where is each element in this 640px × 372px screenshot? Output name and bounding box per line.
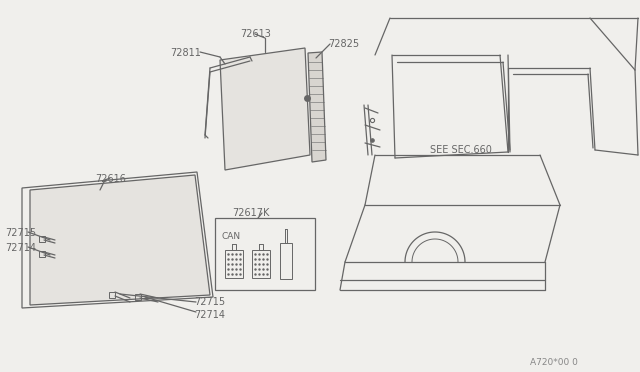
Text: 72714: 72714 — [194, 310, 225, 320]
Text: 72715: 72715 — [194, 297, 225, 307]
Bar — [252, 250, 270, 278]
Polygon shape — [220, 48, 310, 170]
Text: 72714: 72714 — [5, 243, 36, 253]
Text: 72715: 72715 — [5, 228, 36, 238]
Bar — [280, 243, 292, 279]
Text: CAN: CAN — [221, 232, 240, 241]
Polygon shape — [308, 52, 326, 162]
Bar — [225, 250, 243, 278]
Text: 72811: 72811 — [170, 48, 201, 58]
Text: 72617K: 72617K — [232, 208, 269, 218]
Text: SEE SEC.660: SEE SEC.660 — [430, 145, 492, 155]
Text: A720*00 0: A720*00 0 — [530, 358, 578, 367]
Text: 72825: 72825 — [328, 39, 359, 49]
Polygon shape — [30, 175, 210, 305]
Bar — [215, 218, 315, 290]
Text: 72616: 72616 — [95, 174, 126, 184]
Text: 72613: 72613 — [240, 29, 271, 39]
